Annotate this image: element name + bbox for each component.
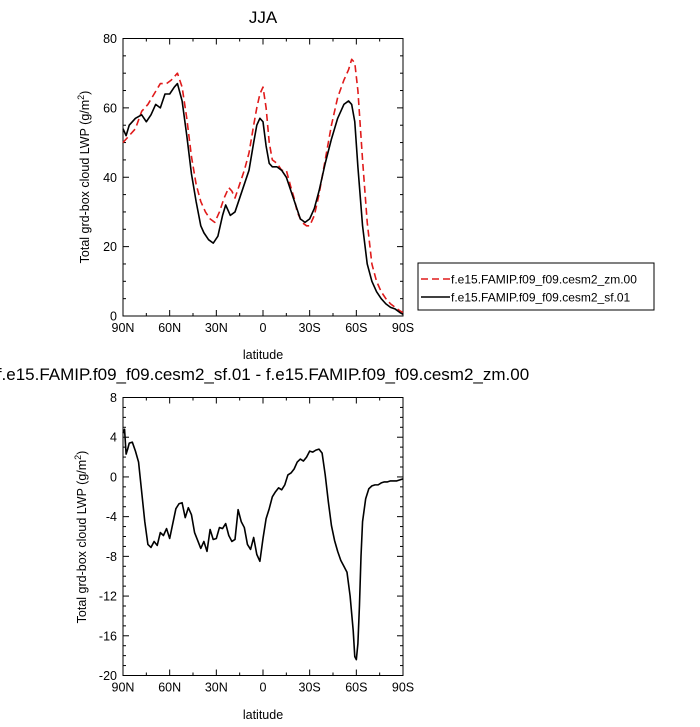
top-y-tick-label: 60 (103, 101, 117, 115)
legend: f.e15.FAMIP.f09_f09.cesm2_zm.00 f.e15.FA… (417, 262, 655, 311)
top-panel-series (122, 58, 404, 315)
bottom-panel: f.e15.FAMIP.f09_f09.cesm2_sf.01 - f.e15.… (0, 365, 529, 722)
top-x-tick-label: 30S (299, 321, 321, 335)
top-y-axis-label: Total grd-box cloud LWP (g/m2) (76, 91, 92, 264)
top-x-tick-label: 90N (112, 321, 135, 335)
bottom-x-tick-label: 90N (112, 681, 135, 695)
top-y-tick-label: 80 (103, 32, 117, 46)
legend-box (417, 262, 655, 311)
bottom-x-tick-label: 0 (260, 681, 267, 695)
bottom-series-line-0 (122, 428, 404, 661)
bottom-y-tick-label: -8 (106, 550, 117, 564)
bottom-y-tick-label: -12 (99, 590, 117, 604)
top-panel-title: JJA (249, 8, 278, 27)
top-x-tick-label: 90S (392, 321, 414, 335)
top-plot-frame (122, 38, 404, 317)
top-panel: JJA 90N 60N 30N 0 30S 60S 90S 0 20 40 60 80 latitud… (76, 8, 655, 362)
top-x-tick-label: 60N (158, 321, 181, 335)
top-y-tick-label: 40 (103, 171, 117, 185)
bottom-x-axis-label: latitude (243, 708, 283, 722)
top-x-tick-label: 0 (260, 321, 267, 335)
top-series-line-1 (122, 82, 404, 315)
bottom-x-tick-label: 30S (299, 681, 321, 695)
bottom-y-tick-label: -4 (106, 510, 117, 524)
bottom-y-tick-label: -16 (99, 629, 117, 643)
legend-label-sf: f.e15.FAMIP.f09_f09.cesm2_sf.01 (451, 291, 631, 305)
bottom-y-tick-label: -20 (99, 669, 117, 683)
bottom-y-axis-label: Total grd-box cloud LWP (g/m2) (73, 451, 89, 624)
top-x-tick-label: 30N (205, 321, 228, 335)
bottom-panel-ticks: 90N 60N 30N 0 30S 60S 90S -20 -16 -12 -8 -4 0 4 8 (99, 391, 414, 695)
top-series-line-0 (122, 58, 404, 314)
top-x-axis-label: latitude (243, 348, 283, 362)
top-panel-ticks: 90N 60N 30N 0 30S 60S 90S 0 20 40 60 80 (103, 32, 414, 335)
top-x-tick-label: 60S (345, 321, 367, 335)
top-y-tick-label: 20 (103, 240, 117, 254)
bottom-panel-series (122, 428, 404, 661)
bottom-panel-title: f.e15.FAMIP.f09_f09.cesm2_sf.01 - f.e15.… (0, 365, 529, 384)
bottom-x-tick-label: 30N (205, 681, 228, 695)
bottom-y-tick-label: 8 (110, 391, 117, 405)
bottom-y-tick-label: 0 (110, 470, 117, 484)
bottom-x-tick-label: 60S (345, 681, 367, 695)
bottom-x-tick-label: 90S (392, 681, 414, 695)
bottom-x-tick-label: 60N (158, 681, 181, 695)
legend-label-zm: f.e15.FAMIP.f09_f09.cesm2_zm.00 (451, 273, 637, 287)
bottom-y-tick-label: 4 (110, 431, 117, 445)
top-y-tick-label: 0 (110, 310, 117, 324)
